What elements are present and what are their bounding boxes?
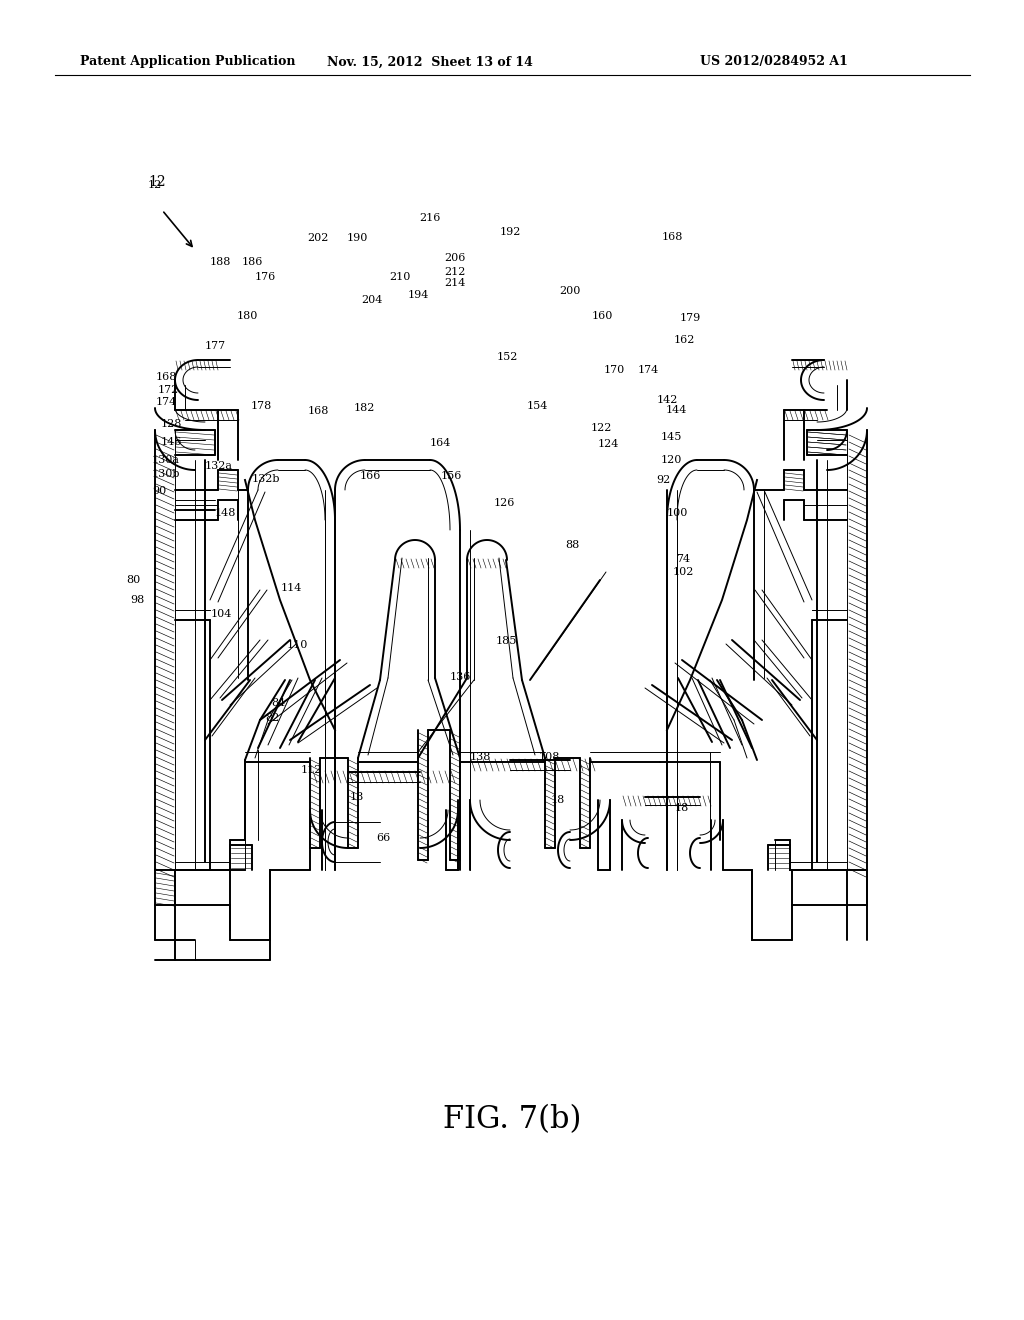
Text: 200: 200 xyxy=(559,286,581,296)
Text: 160: 160 xyxy=(591,312,612,321)
Text: 90: 90 xyxy=(152,486,166,496)
Text: 204: 204 xyxy=(361,294,383,305)
Text: 192: 192 xyxy=(500,227,520,238)
Text: 18: 18 xyxy=(350,792,365,803)
Text: 108: 108 xyxy=(539,752,560,762)
Text: 145: 145 xyxy=(660,432,682,442)
Text: 122: 122 xyxy=(590,422,611,433)
Text: 82: 82 xyxy=(265,713,280,723)
Text: 74: 74 xyxy=(676,554,690,564)
Text: 120: 120 xyxy=(660,455,682,465)
Text: 178: 178 xyxy=(251,401,271,411)
Text: 177: 177 xyxy=(205,341,225,351)
Text: 126: 126 xyxy=(494,498,515,508)
Text: FIG. 7(b): FIG. 7(b) xyxy=(442,1105,582,1135)
Text: 12: 12 xyxy=(148,180,162,190)
Text: 110: 110 xyxy=(287,640,307,649)
Text: 188: 188 xyxy=(209,257,230,267)
Text: 180: 180 xyxy=(237,312,258,321)
Text: 210: 210 xyxy=(389,272,411,282)
Text: 216: 216 xyxy=(419,213,440,223)
Text: 172: 172 xyxy=(158,385,178,395)
Text: 146: 146 xyxy=(161,437,181,447)
Text: 174: 174 xyxy=(637,366,658,375)
Text: 190: 190 xyxy=(346,234,368,243)
Text: Nov. 15, 2012  Sheet 13 of 14: Nov. 15, 2012 Sheet 13 of 14 xyxy=(327,55,532,69)
Text: 136: 136 xyxy=(450,672,471,682)
Text: 88: 88 xyxy=(565,540,580,550)
Text: 98: 98 xyxy=(130,595,144,605)
Text: 132a: 132a xyxy=(205,461,233,471)
Text: 112: 112 xyxy=(300,766,322,775)
Text: 148: 148 xyxy=(214,508,236,517)
Text: 168: 168 xyxy=(156,372,177,381)
Text: 214: 214 xyxy=(444,279,466,288)
Text: 100: 100 xyxy=(667,508,688,517)
Text: 130a: 130a xyxy=(152,455,180,465)
Text: 142: 142 xyxy=(656,395,678,405)
Text: 114: 114 xyxy=(281,583,302,593)
Text: 174: 174 xyxy=(156,397,176,407)
Text: 128: 128 xyxy=(161,418,181,429)
Text: 194: 194 xyxy=(408,290,429,300)
Text: 132b: 132b xyxy=(252,474,281,484)
Text: 18: 18 xyxy=(551,795,565,805)
Text: 185: 185 xyxy=(496,636,517,645)
Text: 202: 202 xyxy=(307,234,329,243)
Text: 152: 152 xyxy=(497,352,518,362)
Text: 80: 80 xyxy=(126,576,140,585)
Text: US 2012/0284952 A1: US 2012/0284952 A1 xyxy=(700,55,848,69)
Text: 176: 176 xyxy=(254,272,275,282)
Text: 170: 170 xyxy=(603,366,625,375)
Text: 212: 212 xyxy=(444,267,466,277)
Text: 179: 179 xyxy=(679,313,700,323)
Text: 18: 18 xyxy=(675,803,689,813)
Text: 130b: 130b xyxy=(152,469,180,479)
Text: 144: 144 xyxy=(666,405,687,414)
Text: 84: 84 xyxy=(271,698,285,708)
Text: 162: 162 xyxy=(674,335,694,345)
Text: 138: 138 xyxy=(469,752,490,762)
Text: 186: 186 xyxy=(242,257,263,267)
Text: 168: 168 xyxy=(307,407,329,416)
Text: 66: 66 xyxy=(376,833,390,843)
Text: 166: 166 xyxy=(359,471,381,480)
Text: 206: 206 xyxy=(444,253,466,263)
Text: 102: 102 xyxy=(673,568,693,577)
Text: 182: 182 xyxy=(353,403,375,413)
Text: 156: 156 xyxy=(440,471,462,480)
Text: 92: 92 xyxy=(656,475,670,484)
Text: Patent Application Publication: Patent Application Publication xyxy=(80,55,296,69)
Text: 168: 168 xyxy=(662,232,683,242)
Text: 104: 104 xyxy=(210,609,231,619)
Text: 164: 164 xyxy=(429,438,451,447)
Text: 124: 124 xyxy=(597,440,618,449)
Text: 12: 12 xyxy=(148,176,166,189)
Text: 154: 154 xyxy=(526,401,548,411)
